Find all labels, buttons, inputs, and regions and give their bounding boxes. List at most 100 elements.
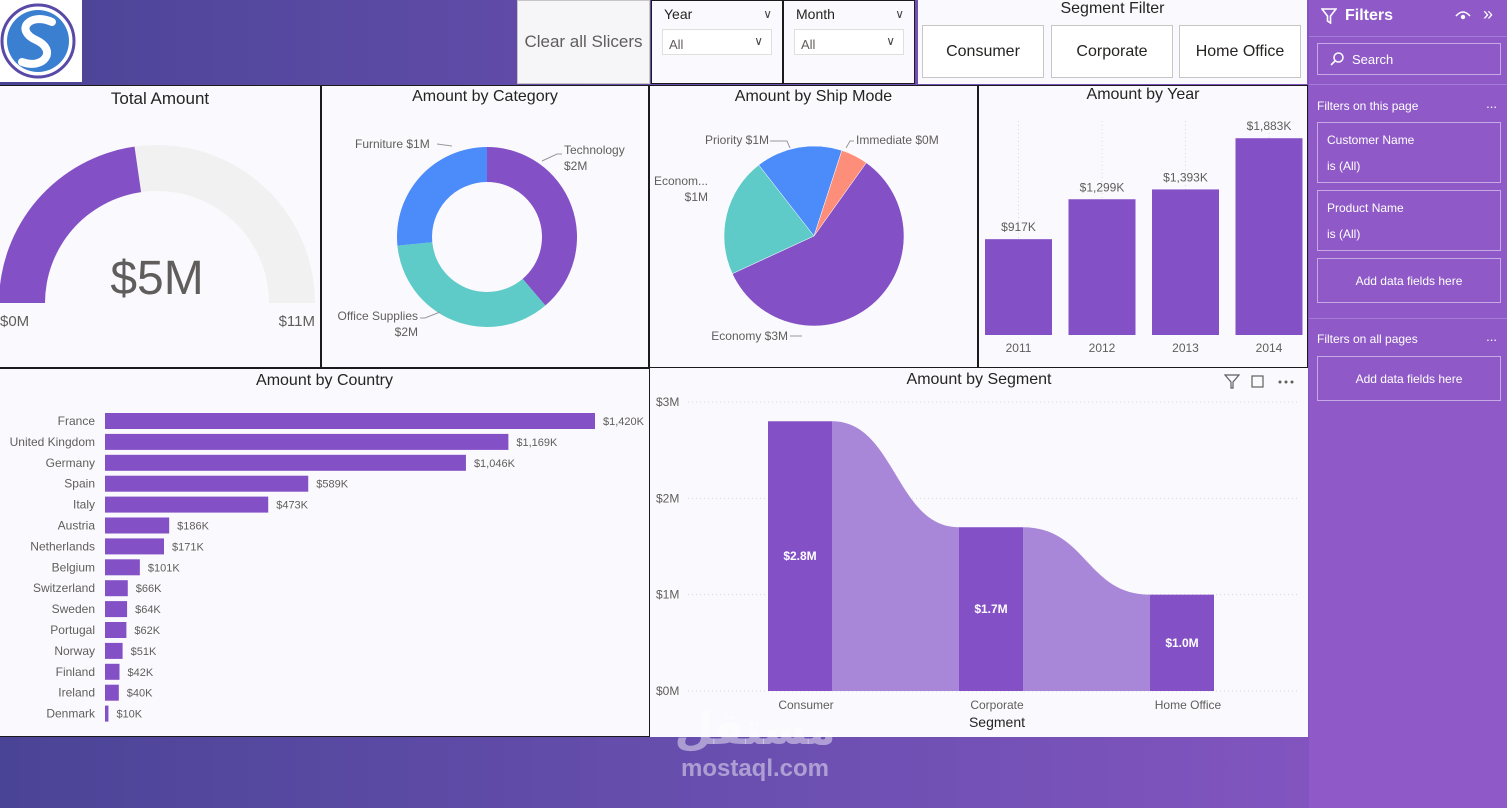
bar-austria[interactable] [105, 517, 170, 534]
focus-mode-icon[interactable] [1251, 375, 1264, 388]
bar-value-label: $589K [316, 479, 348, 491]
slice-value-office-supplies: $2M [395, 325, 418, 339]
bar-portugal[interactable] [105, 622, 127, 638]
bar-value-label: $66K [136, 583, 162, 595]
ribbon-band[interactable] [1023, 527, 1150, 691]
segment-filter-title: Segment Filter [1060, 0, 1165, 17]
ribbon-band[interactable] [832, 421, 959, 691]
bar-ireland[interactable] [105, 684, 119, 701]
slice-immediate[interactable] [813, 150, 867, 237]
filter-icon[interactable] [1223, 374, 1241, 389]
leader-line [541, 153, 562, 162]
bar-2011[interactable] [985, 239, 1052, 335]
bar-spain[interactable] [105, 475, 309, 492]
bar-france[interactable] [105, 413, 595, 429]
y-tick-label: Denmark [46, 707, 96, 721]
chevron-down-icon[interactable]: ∨ [895, 7, 904, 21]
bar-2013[interactable] [1152, 189, 1219, 335]
column-chart: $917K 2011 $1,299K 2012 $1,393K 2013 $1,883K 20… [985, 119, 1303, 355]
segment-button-home-office[interactable]: Home Office [1179, 25, 1301, 78]
month-slicer[interactable]: Month ∨ All ∨ [783, 0, 915, 84]
bar-sweden[interactable] [105, 601, 128, 618]
x-tick-label: 2012 [1089, 341, 1116, 355]
bar-2012[interactable] [1068, 199, 1136, 335]
watermark: مستقل mostaql.com [660, 705, 850, 795]
filter-card-product-name[interactable]: Product Name is (All) [1317, 190, 1501, 251]
more-options-icon[interactable] [1278, 380, 1282, 384]
filters-search-input[interactable]: Search [1317, 43, 1501, 75]
add-data-fields-all-pages[interactable]: Add data fields here [1317, 356, 1501, 401]
chart-title: Amount by Country [256, 372, 393, 389]
slice-label-economy-2: Econom... [654, 174, 708, 188]
x-tick-label: 2013 [1172, 341, 1199, 355]
y-tick-label: Finland [56, 665, 95, 679]
segment-button-consumer[interactable]: Consumer [922, 25, 1044, 78]
bar-corporate[interactable] [959, 527, 1023, 691]
y-tick-label: $2M [656, 491, 679, 505]
month-dropdown[interactable]: All ∨ [794, 29, 904, 55]
y-tick-label: Belgium [52, 560, 95, 574]
bar-value-label: $1,046K [474, 458, 516, 470]
bar-switzerland[interactable] [105, 580, 128, 597]
y-tick-label: Spain [64, 477, 95, 491]
bar-home-office[interactable] [1150, 594, 1214, 691]
bar-value-label: $101K [148, 562, 180, 574]
search-icon [1330, 52, 1344, 66]
amount-by-category-card[interactable]: Amount by Category Technology $2M Furnit… [321, 85, 649, 368]
collapse-pane-icon[interactable]: » [1483, 4, 1494, 24]
y-tick-label: Austria [58, 519, 96, 533]
amount-by-segment-card[interactable]: Amount by Segment $0M $1M $2M $3M $2.8M Consu… [650, 368, 1308, 737]
chart-title: Amount by Year [1086, 86, 1200, 103]
gauge-max-label: $11M [279, 313, 315, 330]
total-amount-card[interactable]: Total Amount $5M $0M $11M [0, 85, 321, 368]
y-tick-label: Ireland [58, 686, 95, 700]
bar-denmark[interactable] [105, 705, 109, 722]
year-slicer[interactable]: Year ∨ All ∨ [651, 0, 783, 84]
bar-norway[interactable] [105, 642, 123, 659]
y-tick-label: $1M [656, 588, 679, 602]
more-options-icon[interactable]: ... [1486, 96, 1497, 111]
slice-economy[interactable] [731, 162, 905, 327]
amount-by-ship-mode-card[interactable]: Amount by Ship Mode Economy $3M Econom..… [649, 85, 978, 368]
eye-icon[interactable] [1455, 10, 1471, 22]
amount-by-year-card[interactable]: Amount by Year $917K 2011 $1,299K 2012 $1,39… [978, 85, 1308, 368]
filter-card-customer-name[interactable]: Customer Name is (All) [1317, 122, 1501, 183]
bar-value-label: $62K [134, 625, 160, 637]
y-tick-label: France [58, 414, 96, 428]
more-options-icon[interactable]: ... [1486, 329, 1497, 344]
amount-by-country-card[interactable]: Amount by Country France $1,420K United Ki… [0, 368, 650, 737]
y-tick-label: Netherlands [30, 539, 95, 553]
slice-furniture[interactable] [397, 147, 487, 246]
slice-technology[interactable] [487, 147, 577, 306]
add-data-fields-page[interactable]: Add data fields here [1317, 258, 1501, 303]
bar-united-kingdom[interactable] [105, 433, 509, 450]
clear-slicers-button[interactable]: Clear all Slicers [517, 0, 650, 84]
segment-button-label: Consumer [946, 42, 1020, 60]
chevron-down-icon[interactable]: ∨ [763, 7, 772, 21]
slice-label-economy: Economy $3M [711, 329, 788, 343]
slice-office-supplies[interactable] [397, 242, 546, 327]
watermark-text: mostaql.com [680, 755, 830, 782]
leader-line [770, 140, 791, 149]
bar-2014[interactable] [1235, 138, 1303, 335]
bar-italy[interactable] [105, 496, 269, 513]
filters-pane: Filters » Search Filters on this page ..… [1309, 0, 1507, 808]
slice-economy-2[interactable] [723, 164, 815, 275]
bar-netherlands[interactable] [105, 538, 165, 555]
y-tick-label: $3M [656, 395, 679, 409]
search-placeholder: Search [1352, 52, 1394, 67]
chart-title: Amount by Ship Mode [734, 88, 893, 105]
bar-value-label: $1,393K [1163, 170, 1208, 184]
bar-belgium[interactable] [105, 559, 140, 576]
year-dropdown[interactable]: All ∨ [662, 29, 772, 55]
filter-card-value: is (All) [1327, 159, 1361, 173]
y-tick-label: Italy [73, 498, 95, 512]
bar-germany[interactable] [105, 454, 466, 471]
pie-chart: Economy $3M Econom... $1M Priority $1M I… [654, 133, 939, 343]
segment-button-corporate[interactable]: Corporate [1051, 25, 1173, 78]
watermark-logo: مستقل [674, 705, 836, 754]
ribbon-chart: $0M $1M $2M $3M $2.8M Consumer $1.7M Corporate $… [656, 395, 1300, 730]
bar-finland[interactable] [105, 663, 120, 680]
bar-consumer[interactable] [768, 421, 832, 691]
chart-title: Amount by Segment [906, 371, 1052, 388]
